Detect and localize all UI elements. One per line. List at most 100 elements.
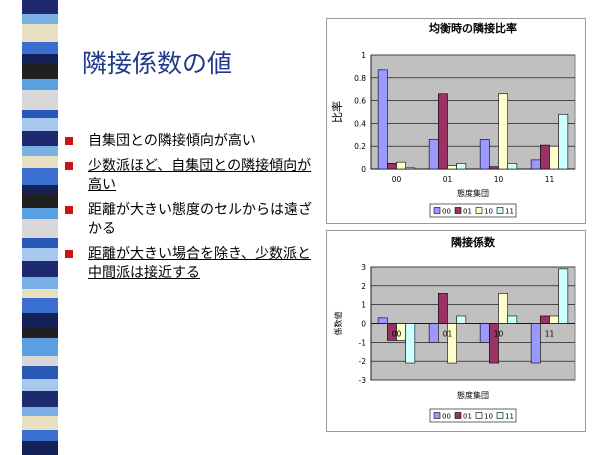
- legend-swatch: [454, 207, 462, 214]
- y-tick-label: 0.2: [354, 142, 366, 151]
- stripe-block: [22, 313, 58, 327]
- stripe-block: [22, 407, 58, 416]
- legend-label: 00: [442, 208, 451, 216]
- chart-title: 隣接係数: [451, 235, 496, 249]
- bar: [456, 163, 467, 170]
- stripe-block: [22, 110, 58, 118]
- stripe-block: [22, 90, 58, 110]
- bar: [489, 166, 499, 170]
- stripe-block: [22, 54, 58, 63]
- bar: [498, 93, 508, 170]
- bar: [479, 139, 490, 170]
- x-tick-label: 10: [494, 175, 504, 184]
- legend-swatch: [433, 412, 441, 419]
- bullet-text: 距離が大きい場合を除き、少数派と中間派は接近する: [88, 246, 312, 281]
- bullet-item: 距離が大きい態度のセルからは遠ざかる: [62, 201, 317, 239]
- legend-label: 00: [442, 413, 451, 421]
- stripe-block: [22, 0, 58, 14]
- stripe-block: [22, 391, 58, 407]
- adjacency-ratio-chart: 均衡時の隣接比率 0 0.2 0.4 0.6 0.8 1 00 01 10 11 態度集団 比率 00 01…: [326, 18, 586, 224]
- bar: [549, 145, 559, 170]
- bar: [549, 315, 559, 324]
- stripe-block: [22, 338, 58, 356]
- x-tick-label: 00: [392, 175, 402, 184]
- legend-label: 01: [463, 208, 472, 216]
- stripe-block: [22, 356, 58, 366]
- bullet-marker-icon: [65, 250, 73, 258]
- legend: [429, 408, 517, 423]
- bullet-item: 自集団との隣接傾向が高い: [62, 132, 317, 151]
- legend-label: 11: [505, 208, 514, 216]
- bar: [479, 323, 490, 343]
- y-tick-label: 0.8: [354, 74, 366, 83]
- bullet-item: 距離が大きい場合を除き、少数派と中間派は接近する: [62, 245, 317, 283]
- stripe-block: [22, 208, 58, 219]
- bar: [428, 139, 439, 170]
- y-tick-label: 0: [361, 165, 366, 174]
- stripe-block: [22, 248, 58, 261]
- stripe-block: [22, 168, 58, 185]
- stripe-block: [22, 366, 58, 379]
- y-axis-label: 係数値: [333, 312, 343, 336]
- bar: [438, 293, 448, 324]
- legend-label: 11: [505, 413, 514, 421]
- y-tick-label: 0.6: [354, 97, 366, 106]
- bar: [387, 163, 397, 170]
- y-tick-label: -2: [359, 357, 367, 366]
- stripe-block: [22, 156, 58, 168]
- stripe-block: [22, 327, 58, 338]
- bar: [558, 113, 569, 170]
- bar: [530, 323, 541, 364]
- stripe-block: [22, 118, 58, 131]
- bar: [447, 323, 457, 364]
- legend-label: 10: [484, 208, 493, 216]
- legend-swatch: [496, 207, 504, 214]
- bar: [558, 268, 569, 324]
- stripe-block: [22, 14, 58, 24]
- bar: [507, 315, 518, 324]
- y-tick-label: 0: [361, 320, 366, 329]
- legend-swatch: [454, 412, 462, 419]
- stripe-block: [22, 430, 58, 441]
- bullet-text: 自集団との隣接傾向が高い: [88, 133, 256, 149]
- bar: [540, 144, 550, 170]
- bar: [396, 161, 406, 170]
- stripe-block: [22, 289, 58, 298]
- stripe-block: [22, 219, 58, 238]
- decorative-stripe: [22, 0, 58, 455]
- bullet-marker-icon: [65, 162, 73, 170]
- bullet-item: 少数派ほど、自集団との隣接傾向が高い: [62, 157, 317, 195]
- stripe-block: [22, 238, 58, 248]
- bullet-text: 距離が大きい態度のセルからは遠ざかる: [88, 202, 312, 237]
- y-tick-label: -1: [359, 338, 367, 347]
- stripe-block: [22, 379, 58, 391]
- bar: [405, 167, 416, 170]
- stripe-block: [22, 42, 58, 54]
- bar: [540, 315, 550, 324]
- stripe-block: [22, 277, 58, 289]
- stripe-block: [22, 146, 58, 156]
- x-tick-label: 11: [545, 175, 555, 184]
- stripe-block: [22, 298, 58, 313]
- legend-swatch: [475, 412, 483, 419]
- adjacency-coefficient-chart: 隣接係数 -3 -2 -1 0 1 2 3 00 01 10 11 態度集団 係数値 00 01 10 11: [326, 230, 586, 432]
- y-tick-label: 1: [361, 51, 366, 60]
- legend-swatch: [475, 207, 483, 214]
- stripe-block: [22, 63, 58, 79]
- stripe-block: [22, 24, 58, 42]
- chart-title: 均衡時の隣接比率: [429, 21, 517, 35]
- bullet-marker-icon: [65, 206, 73, 214]
- bar: [377, 317, 388, 324]
- y-tick-label: 0.4: [354, 119, 366, 128]
- y-tick-label: 3: [361, 263, 366, 272]
- bar: [428, 323, 439, 343]
- bar: [377, 69, 388, 170]
- x-tick-label: 10: [494, 330, 504, 339]
- stripe-block: [22, 441, 58, 455]
- bar: [438, 93, 448, 170]
- x-tick-label: 01: [443, 330, 453, 339]
- y-tick-label: 2: [361, 282, 366, 291]
- x-tick-label: 01: [443, 175, 453, 184]
- x-axis-label: 態度集団: [457, 188, 489, 198]
